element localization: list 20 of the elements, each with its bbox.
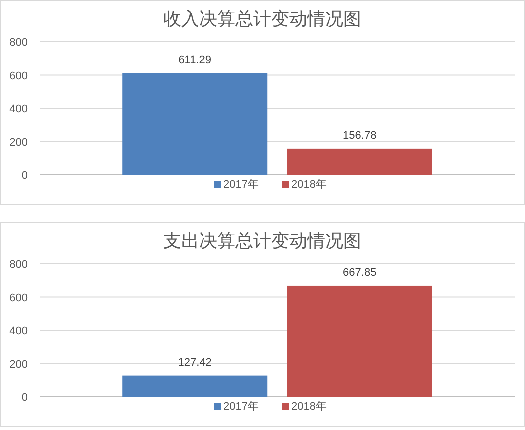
y-tick-label: 200	[10, 358, 28, 371]
y-tick-label: 800	[10, 37, 28, 49]
y-tick-label: 0	[22, 392, 28, 404]
y-tick-label: 0	[22, 170, 28, 182]
y-tick-label: 400	[10, 326, 28, 338]
legend-label: 2017年	[224, 179, 259, 191]
y-tick-label: 600	[10, 292, 28, 304]
y-tick-label: 400	[10, 104, 28, 116]
chart-title: 支出决算总计变动情况图	[164, 231, 362, 251]
chart-title: 收入决算总计变动情况图	[164, 9, 362, 29]
y-tick-label: 200	[10, 136, 28, 149]
data-label: 667.85	[343, 266, 377, 279]
legend-label: 2018年	[292, 179, 327, 191]
legend-label: 2017年	[224, 401, 259, 413]
data-label: 156.78	[343, 130, 377, 142]
y-tick-label: 800	[10, 259, 28, 271]
y-tick-label: 600	[10, 70, 28, 82]
legend-label: 2018年	[292, 401, 327, 413]
data-label: 611.29	[178, 54, 212, 66]
data-label: 127.42	[178, 356, 212, 369]
